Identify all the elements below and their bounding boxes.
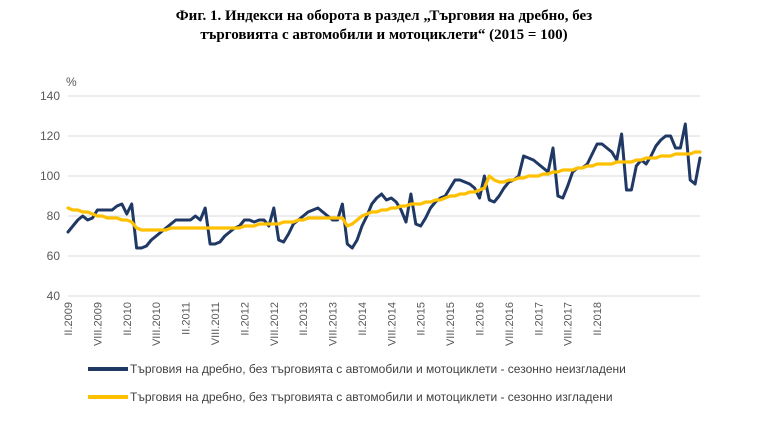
x-tick-label-II.2017: II.2017 (533, 302, 545, 336)
x-tick-label-II.2014: II.2014 (357, 302, 369, 336)
x-tick-label-II.2009: II.2009 (63, 302, 75, 336)
x-tick-label-VIII.2016: VIII.2016 (504, 302, 516, 346)
legend-label-adjusted: Търговия на дребно, без търговията с авт… (130, 390, 613, 404)
y-tick-label-60: 60 (47, 249, 61, 263)
y-tick-label-120: 120 (40, 129, 60, 143)
x-tick-label-VIII.2011: VIII.2011 (210, 302, 222, 345)
chart-title-line-2: търговията с автомобили и мотоциклети“ (… (200, 27, 568, 43)
y-tick-label-100: 100 (40, 169, 60, 183)
y-axis-label: % (66, 75, 77, 89)
x-tick-label-II.2011: II.2011 (181, 302, 193, 335)
x-tick-label-VIII.2009: VIII.2009 (92, 302, 104, 346)
x-tick-label-VIII.2015: VIII.2015 (445, 302, 457, 346)
series-line-adjusted (66, 150, 702, 232)
x-tick-label-VIII.2013: VIII.2013 (328, 302, 340, 346)
x-tick-label-VIII.2017: VIII.2017 (563, 302, 575, 346)
x-tick-label-II.2016: II.2016 (475, 302, 487, 336)
legend-label-unadjusted: Търговия на дребно, без търговията с авт… (130, 362, 626, 376)
chart-title-line-1: Фиг. 1. Индекси на оборота в раздел „Тър… (175, 8, 593, 24)
series-line-unadjusted (66, 122, 702, 250)
x-tick-label-II.2013: II.2013 (298, 302, 310, 336)
x-tick-label-II.2012: II.2012 (239, 302, 251, 336)
x-tick-label-VIII.2014: VIII.2014 (386, 302, 398, 346)
x-tick-label-II.2015: II.2015 (416, 302, 428, 336)
y-tick-label-140: 140 (40, 89, 60, 103)
x-tick-label-II.2018: II.2018 (592, 302, 604, 336)
x-tick-label-VIII.2012: VIII.2012 (269, 302, 281, 346)
x-tick-label-VIII.2010: VIII.2010 (151, 302, 163, 346)
legend-entry-adjusted: Търговия на дребно, без търговията с авт… (88, 388, 613, 406)
y-tick-label-80: 80 (47, 209, 61, 223)
legend-entry-unadjusted: Търговия на дребно, без търговията с авт… (88, 360, 626, 378)
legend-swatch-unadjusted (88, 367, 128, 371)
x-tick-label-II.2010: II.2010 (122, 302, 134, 336)
legend-swatch-adjusted (88, 395, 128, 399)
y-tick-label-40: 40 (47, 289, 61, 303)
